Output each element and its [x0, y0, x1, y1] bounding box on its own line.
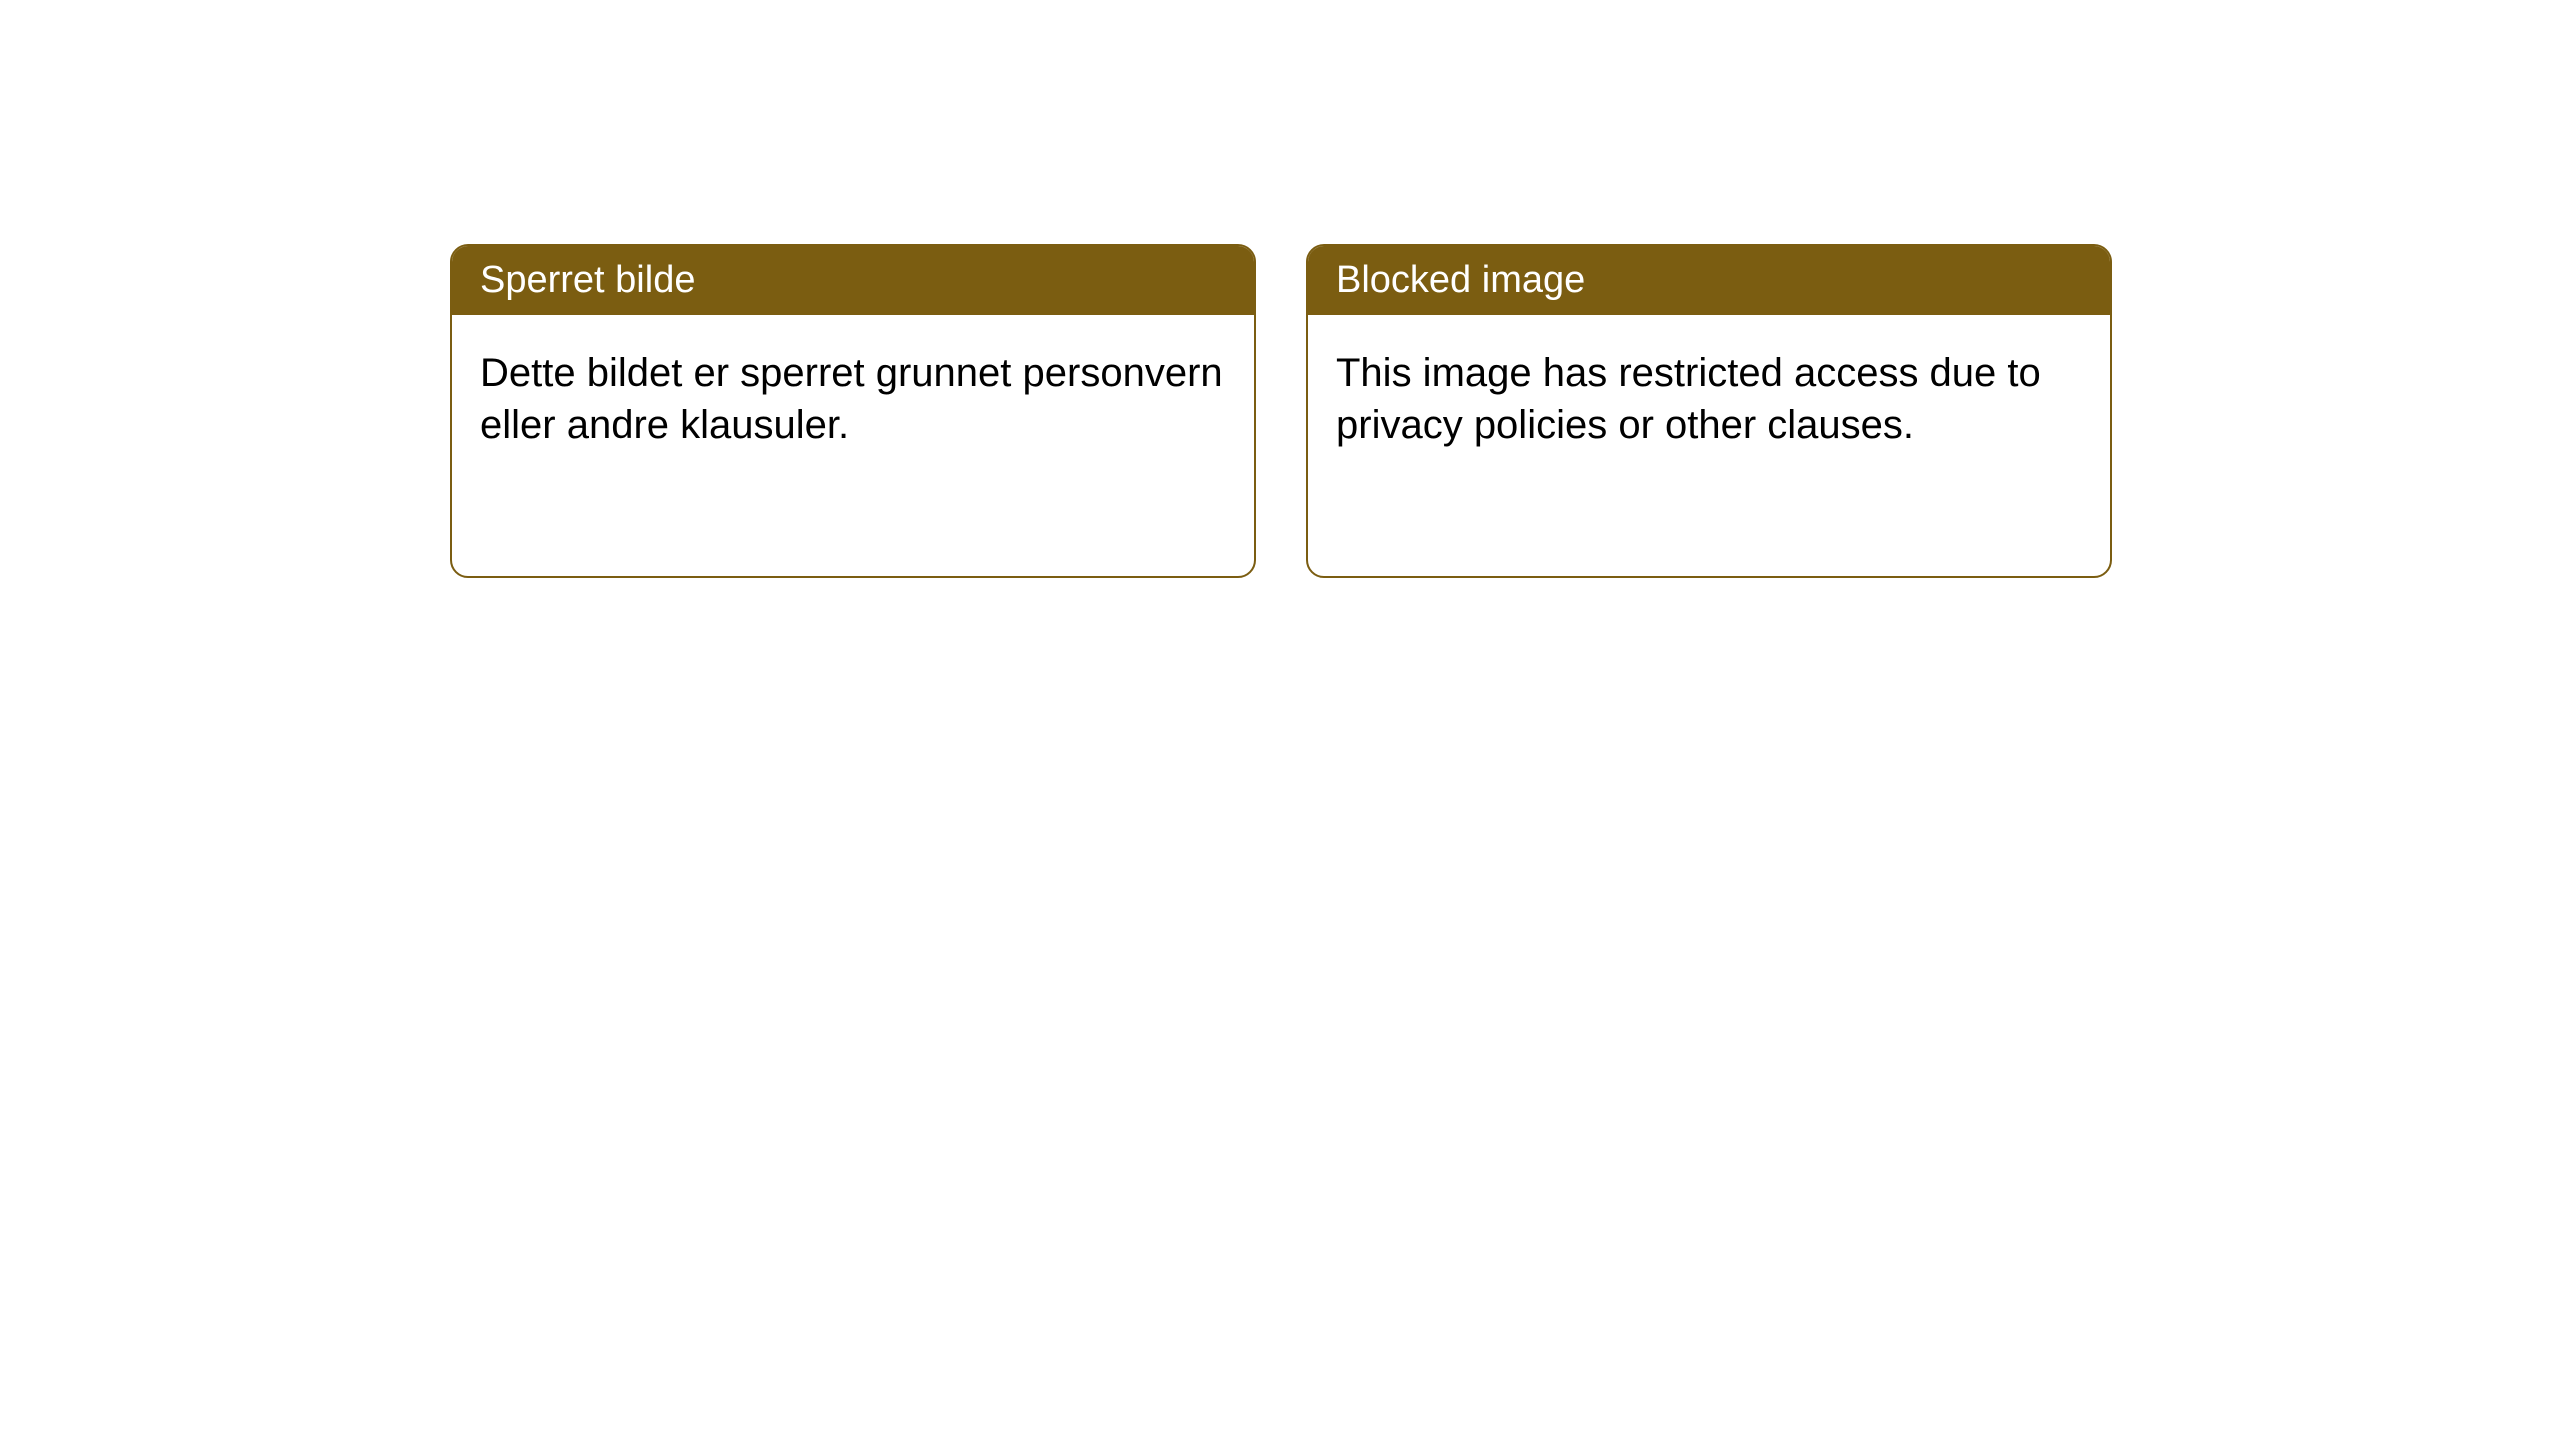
card-body-english: This image has restricted access due to …: [1308, 315, 2110, 483]
blocked-image-card-english: Blocked image This image has restricted …: [1306, 244, 2112, 578]
card-message-norwegian: Dette bildet er sperret grunnet personve…: [480, 351, 1223, 447]
card-body-norwegian: Dette bildet er sperret grunnet personve…: [452, 315, 1254, 483]
card-message-english: This image has restricted access due to …: [1336, 351, 2041, 447]
card-header-english: Blocked image: [1308, 246, 2110, 315]
blocked-image-card-norwegian: Sperret bilde Dette bildet er sperret gr…: [450, 244, 1256, 578]
notice-container: Sperret bilde Dette bildet er sperret gr…: [0, 0, 2560, 578]
card-title-english: Blocked image: [1336, 259, 1585, 301]
card-header-norwegian: Sperret bilde: [452, 246, 1254, 315]
card-title-norwegian: Sperret bilde: [480, 259, 695, 301]
